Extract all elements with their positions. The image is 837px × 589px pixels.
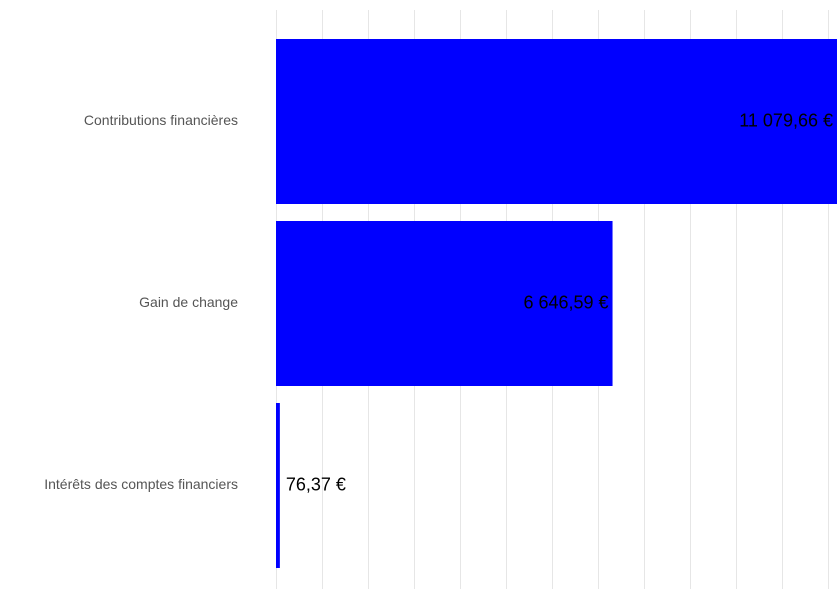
bars — [276, 39, 837, 568]
labels: Contributions financières 11 079,66 € Gain… — [44, 110, 833, 494]
category-label-1: Gain de change — [139, 294, 238, 310]
bar-0 — [276, 39, 837, 204]
bar-1 — [276, 221, 613, 386]
category-label-2: Intérêts des comptes financiers — [44, 476, 238, 492]
value-label-2: 76,37 € — [286, 474, 346, 494]
bar-2 — [276, 403, 280, 568]
value-label-1: 6 646,59 € — [523, 292, 608, 312]
category-label-0: Contributions financières — [84, 112, 238, 128]
value-label-0: 11 079,66 € — [739, 110, 833, 130]
